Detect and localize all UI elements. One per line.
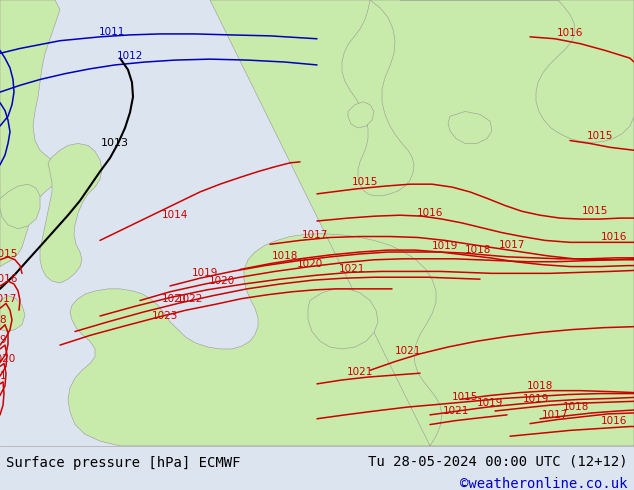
Text: 1021: 1021 [339, 264, 365, 273]
Text: 1: 1 [0, 371, 6, 381]
Text: ©weatheronline.co.uk: ©weatheronline.co.uk [460, 477, 628, 490]
Text: 1020: 1020 [209, 276, 235, 286]
Text: 1023: 1023 [152, 311, 178, 321]
Polygon shape [342, 0, 414, 196]
Text: 1015: 1015 [587, 131, 613, 141]
Polygon shape [308, 289, 378, 349]
Text: Surface pressure [hPa] ECMWF: Surface pressure [hPa] ECMWF [6, 456, 241, 470]
Text: 9: 9 [0, 335, 6, 345]
Text: 1019: 1019 [192, 269, 218, 278]
Text: 1017: 1017 [499, 240, 525, 250]
Text: 1017: 1017 [302, 230, 328, 240]
Text: 1018: 1018 [465, 245, 491, 255]
Text: 1013: 1013 [101, 139, 129, 148]
Polygon shape [68, 0, 634, 446]
Polygon shape [0, 295, 25, 332]
Text: 1016: 1016 [0, 274, 18, 284]
Text: 1018: 1018 [527, 381, 553, 391]
Text: 1020: 1020 [0, 354, 16, 364]
Text: 1019: 1019 [432, 241, 458, 251]
Text: 1014: 1014 [162, 210, 188, 220]
Polygon shape [0, 184, 40, 229]
Text: 1021: 1021 [395, 346, 421, 356]
Polygon shape [348, 102, 374, 128]
Text: 1021: 1021 [347, 367, 373, 377]
Text: 1015: 1015 [0, 249, 18, 259]
Text: 1016: 1016 [417, 208, 443, 218]
Text: 1015: 1015 [452, 392, 478, 402]
Text: 1018: 1018 [272, 251, 298, 261]
Text: 1015: 1015 [352, 177, 378, 187]
Polygon shape [0, 0, 60, 267]
Text: 8: 8 [0, 315, 6, 325]
Text: 1012: 1012 [117, 51, 143, 61]
Polygon shape [400, 0, 634, 143]
Text: 1018: 1018 [563, 402, 589, 412]
Text: 1017: 1017 [0, 294, 17, 304]
Text: 1020: 1020 [297, 259, 323, 269]
Text: 1016: 1016 [601, 231, 627, 242]
Text: 1021: 1021 [162, 294, 188, 304]
Text: 1017: 1017 [542, 410, 568, 420]
Text: 1016: 1016 [601, 416, 627, 426]
Text: 1019: 1019 [523, 394, 549, 404]
Text: 1011: 1011 [99, 27, 125, 37]
Text: Tu 28-05-2024 00:00 UTC (12+12): Tu 28-05-2024 00:00 UTC (12+12) [368, 455, 628, 468]
Polygon shape [448, 112, 492, 144]
Polygon shape [40, 144, 102, 283]
Text: 1015: 1015 [582, 206, 608, 216]
Text: 1019: 1019 [477, 398, 503, 408]
Text: 1021: 1021 [443, 406, 469, 416]
Text: 1022: 1022 [177, 294, 203, 304]
Text: 1016: 1016 [557, 28, 583, 38]
